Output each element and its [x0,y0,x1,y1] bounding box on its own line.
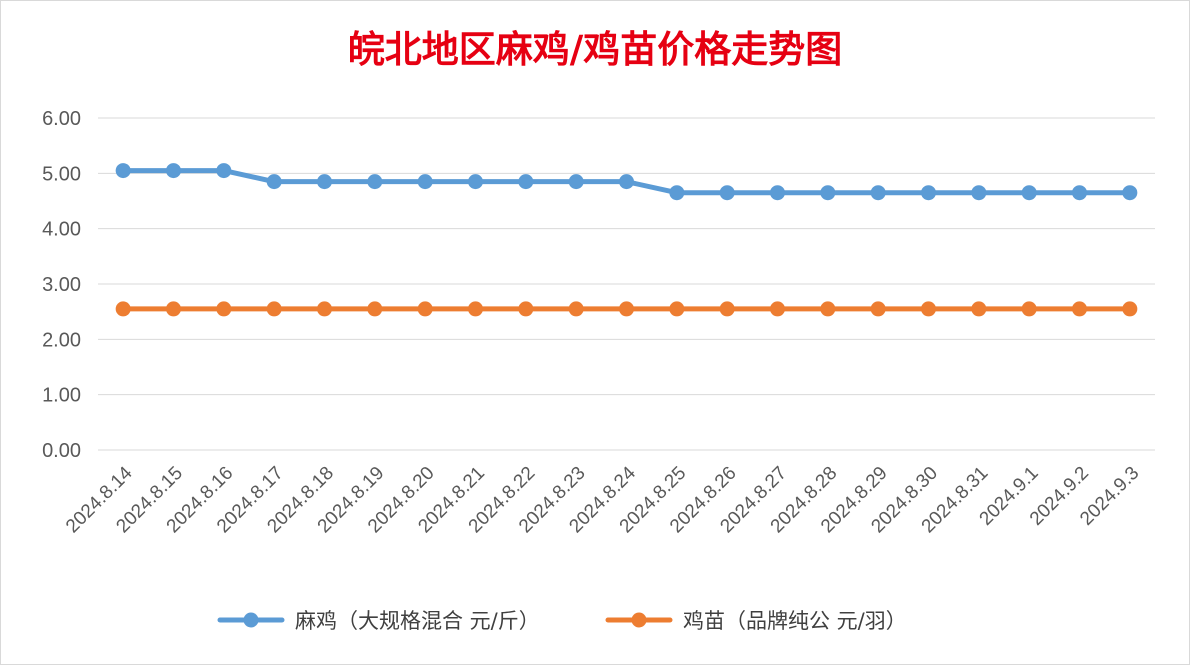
data-point [417,301,433,317]
data-point [216,301,232,317]
data-point [619,301,634,317]
data-point [870,185,886,201]
series-2 [115,301,1138,317]
data-point [468,174,483,190]
data-point [115,163,131,179]
data-point [971,185,987,201]
data-point [216,163,232,179]
series-1 [115,163,1138,201]
legend-item: 麻鸡（大规格混合 元/斤） [217,609,540,633]
data-point [669,185,685,201]
data-point [921,301,936,317]
data-point [266,301,282,317]
data-point [367,174,383,190]
data-point [568,301,584,317]
data-point [1021,301,1037,317]
legend-swatch-marker [631,612,647,628]
y-tick-label: 5.00 [42,163,81,185]
data-point [166,163,181,179]
data-point [1072,185,1087,201]
data-point [770,185,785,201]
data-point [317,301,332,317]
data-point [518,301,534,317]
legend: 麻鸡（大规格混合 元/斤） 鸡苗（品牌纯公 元/羽） [217,609,907,633]
data-point [719,185,735,201]
data-point [417,174,433,190]
data-point [770,301,785,317]
data-point [1122,301,1138,317]
y-tick-label: 0.00 [42,440,81,462]
data-point [820,185,836,201]
y-tick-label: 1.00 [42,385,81,407]
data-point [166,301,181,317]
data-point [518,174,534,190]
gridlines [98,117,1155,451]
data-point [669,301,685,317]
chart-title: 皖北地区麻鸡/鸡苗价格走势图 [348,28,843,71]
data-point [1122,185,1138,201]
data-point [317,174,332,190]
y-tick-label: 6.00 [42,108,81,130]
data-point [719,301,735,317]
data-point [921,185,936,201]
y-tick-label: 4.00 [42,219,81,241]
data-point [870,301,886,317]
legend-label: 麻鸡（大规格混合 元/斤） [295,609,540,633]
data-point [971,301,987,317]
data-point [367,301,383,317]
data-point [568,174,584,190]
data-point [1021,185,1037,201]
y-tick-label: 2.00 [42,329,81,351]
data-point [115,301,131,317]
series-lines [115,163,1138,317]
data-point [820,301,836,317]
legend-label: 鸡苗（品牌纯公 元/羽） [683,609,907,633]
data-point [619,174,634,190]
data-point [468,301,483,317]
data-point [1072,301,1087,317]
y-axis-tick-labels: 0.00 1.00 2.00 3.00 4.00 5.00 6.00 [42,108,81,462]
legend-swatch-marker [243,612,259,628]
y-tick-label: 3.00 [42,274,81,296]
legend-item: 鸡苗（品牌纯公 元/羽） [605,609,907,633]
data-point [266,174,282,190]
